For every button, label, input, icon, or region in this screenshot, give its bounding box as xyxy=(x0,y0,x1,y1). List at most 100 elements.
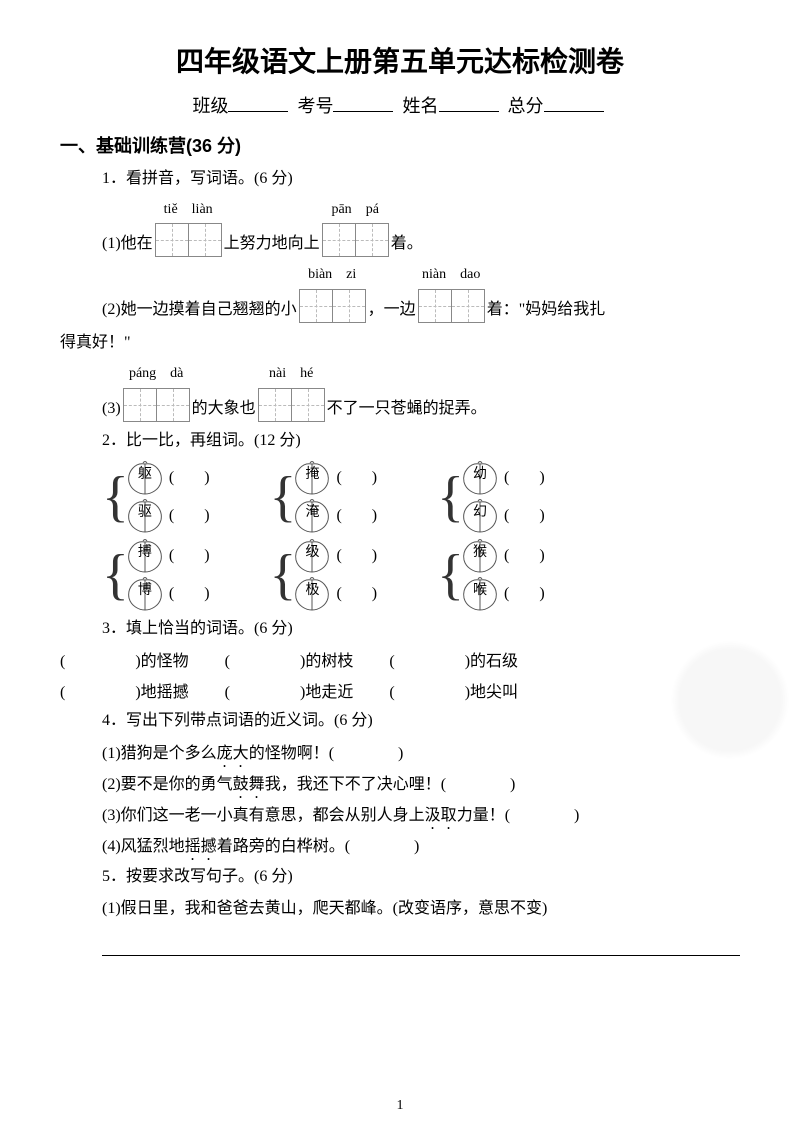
character-item: 掩() xyxy=(292,460,407,496)
peach-icon: 极 xyxy=(292,576,332,612)
q1-3-mid: 的大象也 xyxy=(192,395,256,422)
blank-name[interactable] xyxy=(439,111,499,112)
q1-3-post: 不了一只苍蝇的捉弄。 xyxy=(327,395,487,422)
label-name: 姓名 xyxy=(403,96,439,116)
fill-tail: 的石级 xyxy=(470,653,518,670)
page-number: 1 xyxy=(0,1098,800,1114)
q1-line2: (2)她一边摸着自己翘翘的小 biànzi ，一边 niàndao 着："妈妈给… xyxy=(102,263,740,323)
q1-1-mid: 上努力地向上 xyxy=(224,230,320,257)
fill-tail: 地摇撼 xyxy=(141,684,189,701)
peach-icon: 躯 xyxy=(125,460,165,496)
pinyin: páng xyxy=(129,362,156,386)
pair-group: {躯()驱() xyxy=(102,460,240,534)
q2-label: 2．比一比，再组词。(12 分) xyxy=(102,428,740,454)
peach-icon: 掩 xyxy=(292,460,332,496)
character-item: 搏() xyxy=(125,538,240,574)
pair-row: {搏()博(){级()极(){猴()喉() xyxy=(102,538,740,612)
pinyin: tiě xyxy=(164,198,178,222)
answer-line[interactable] xyxy=(102,934,740,956)
pair-row: {躯()驱() {掩()淹() {幼()幻() xyxy=(102,460,740,534)
peach-icon: 幼 xyxy=(460,460,500,496)
blank-total[interactable] xyxy=(544,111,604,112)
answer-paren[interactable]: () xyxy=(504,507,575,525)
label-examno: 考号 xyxy=(297,96,333,116)
label-total: 总分 xyxy=(508,96,544,116)
character-item: 极() xyxy=(292,576,407,612)
answer-paren[interactable]: () xyxy=(169,585,240,603)
answer-paren[interactable]: () xyxy=(504,547,575,565)
character-item: 猴() xyxy=(460,538,575,574)
answer-paren[interactable]: () xyxy=(336,469,407,487)
answer-paren[interactable]: () xyxy=(504,469,575,487)
peach-icon: 驱 xyxy=(125,498,165,534)
pinyin: pān xyxy=(331,198,351,222)
label-class: 班级 xyxy=(192,96,228,116)
fill-tail: 的怪物 xyxy=(141,653,189,670)
q1-line2b: 得真好！" xyxy=(60,329,740,356)
peach-icon: 猴 xyxy=(460,538,500,574)
blank-examno[interactable] xyxy=(333,111,393,112)
pinyin-box[interactable]: nàihé xyxy=(258,362,325,422)
answer-paren[interactable]: () xyxy=(336,507,407,525)
q1-3-pre: (3) xyxy=(102,395,121,422)
pinyin-box[interactable]: tiěliàn xyxy=(155,198,222,258)
peach-icon: 淹 xyxy=(292,498,332,534)
blank-class[interactable] xyxy=(228,111,288,112)
pair-group: {搏()博() xyxy=(102,538,240,612)
dotted-word: 汲取 xyxy=(425,807,457,824)
pinyin: pá xyxy=(366,198,379,222)
answer-paren[interactable]: () xyxy=(169,507,240,525)
student-info-line: 班级 考号 姓名 总分 xyxy=(60,92,740,118)
q5-label: 5．按要求改写句子。(6 分) xyxy=(102,864,740,890)
pair-group: {级()极() xyxy=(270,538,408,612)
pinyin: hé xyxy=(300,362,313,386)
answer-paren[interactable]: () xyxy=(336,547,407,565)
peach-icon: 搏 xyxy=(125,538,165,574)
pinyin-box[interactable]: niàndao xyxy=(418,263,485,323)
pinyin-box[interactable]: pángdà xyxy=(123,362,190,422)
answer-paren[interactable]: () xyxy=(336,585,407,603)
character-item: 博() xyxy=(125,576,240,612)
dotted-word: 摇撼 xyxy=(185,838,217,855)
q1-1-post: 着。 xyxy=(391,230,423,257)
fill-tail: 地尖叫 xyxy=(470,684,518,701)
pinyin-box[interactable]: biànzi xyxy=(299,263,366,323)
q1-label: 1．看拼音，写词语。(6 分) xyxy=(102,166,740,192)
q4-label: 4．写出下列带点词语的近义词。(6 分) xyxy=(102,708,740,734)
q1-line3: (3) pángdà 的大象也 nàihé 不了一只苍蝇的捉弄。 xyxy=(102,362,740,422)
pinyin: zi xyxy=(346,263,356,287)
fill-tail: 地走近 xyxy=(305,684,353,701)
worksheet-title: 四年级语文上册第五单元达标检测卷 xyxy=(60,40,740,80)
fill-tail: 的树枝 xyxy=(305,653,353,670)
peach-icon: 级 xyxy=(292,538,332,574)
q5-item1: (1)假日里，我和爸爸去黄山，爬天都峰。(改变语序，意思不变) xyxy=(102,895,740,924)
pinyin: dao xyxy=(460,263,480,287)
pinyin: niàn xyxy=(422,263,446,287)
pinyin-box[interactable]: pānpá xyxy=(322,198,389,258)
answer-paren[interactable]: () xyxy=(504,585,575,603)
pair-group: {幼()幻() xyxy=(437,460,575,534)
pinyin: liàn xyxy=(192,198,213,222)
pair-group: {掩()淹() xyxy=(270,460,408,534)
peach-icon: 博 xyxy=(125,576,165,612)
q1-line1: (1)他在 tiěliàn 上努力地向上 pānpá 着。 xyxy=(102,198,740,258)
q3-row1: ()的怪物 ()的树枝 ()的石级 xyxy=(60,647,740,677)
synonym-item: (4)风猛烈地摇撼着路旁的白桦树。( ) xyxy=(102,833,740,864)
pinyin: nài xyxy=(269,362,286,386)
q1-2-mid: ，一边 xyxy=(368,296,416,323)
q3-row2: ()地摇撼 ()地走近 ()地尖叫 xyxy=(60,678,740,708)
character-item: 级() xyxy=(292,538,407,574)
peach-icon: 幻 xyxy=(460,498,500,534)
dotted-word: 鼓舞 xyxy=(233,776,265,793)
pinyin: biàn xyxy=(308,263,332,287)
character-item: 淹() xyxy=(292,498,407,534)
answer-paren[interactable]: () xyxy=(169,469,240,487)
answer-paren[interactable]: () xyxy=(169,547,240,565)
pinyin: dà xyxy=(170,362,183,386)
synonym-item: (2)要不是你的勇气鼓舞我，我还下不了决心哩！( ) xyxy=(102,771,740,802)
q1-2-pre: (2)她一边摸着自己翘翘的小 xyxy=(102,296,297,323)
synonym-item: (3)你们这一老一小真有意思，都会从别人身上汲取力量！( ) xyxy=(102,802,740,833)
section1-heading: 一、基础训练营(36 分) xyxy=(60,132,740,158)
character-item: 躯() xyxy=(125,460,240,496)
q1-1-pre: (1)他在 xyxy=(102,230,153,257)
